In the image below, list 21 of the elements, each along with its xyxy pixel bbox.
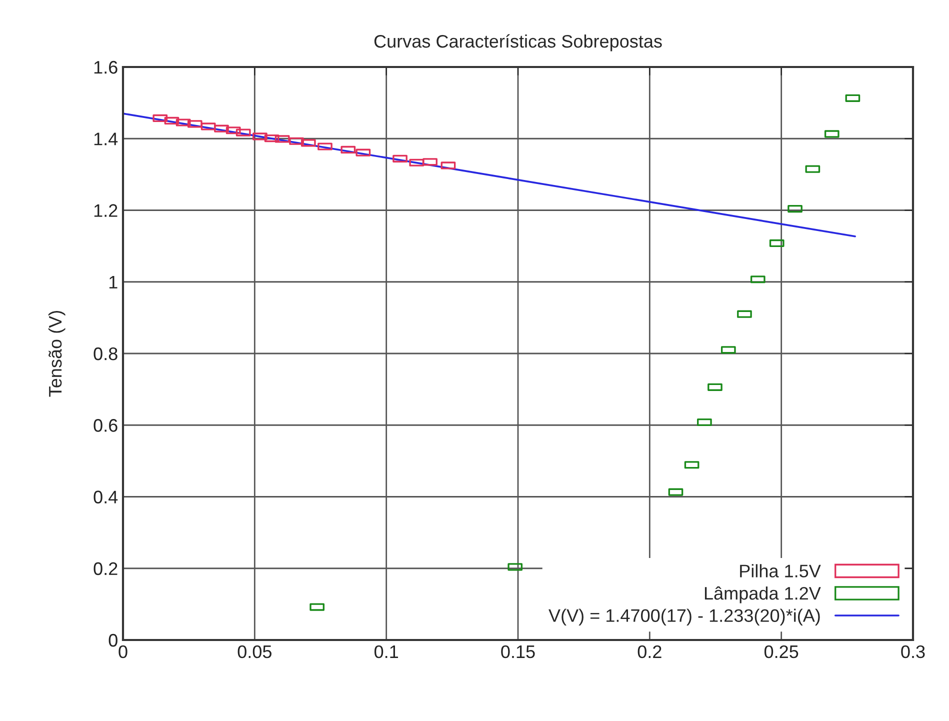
chart-title: Curvas Características Sobrepostas xyxy=(374,34,662,52)
x-tick-label: 0.25 xyxy=(764,645,798,658)
x-tick-label: 0.15 xyxy=(501,645,535,658)
y-tick-label: 0.6 xyxy=(94,419,118,432)
x-tick-label: 0.3 xyxy=(901,645,925,658)
legend-label: Lâmpada 1.2V xyxy=(704,586,821,604)
legend-label: Pilha 1.5V xyxy=(740,564,821,578)
legend-label: V(V) = 1.4700(17) - 1.233(20)*i(A) xyxy=(548,608,820,626)
x-tick-label: 0.2 xyxy=(638,645,662,658)
y-tick-label: 0.8 xyxy=(94,347,118,360)
y-tick-label: 1.6 xyxy=(94,60,118,74)
y-tick-label: 0.2 xyxy=(94,562,118,576)
x-tick-label: 0.1 xyxy=(374,645,398,658)
y-tick-label: 1.4 xyxy=(94,132,118,146)
x-tick-label: 0.05 xyxy=(238,645,272,658)
y-axis-title: Tensão (V) xyxy=(48,310,66,397)
y-tick-label: 0 xyxy=(108,634,118,647)
x-tick-label: 0 xyxy=(118,645,128,658)
y-tick-label: 1.2 xyxy=(94,204,118,217)
y-tick-label: 1 xyxy=(109,276,118,288)
y-tick-label: 0.4 xyxy=(94,490,118,504)
